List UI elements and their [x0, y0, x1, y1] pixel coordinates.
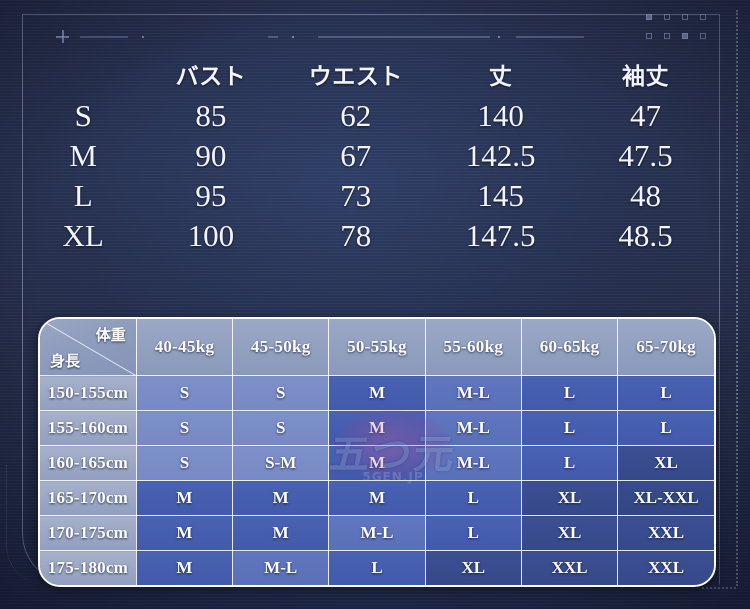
grid-size-cell: XXL	[520, 550, 619, 585]
frame-dashed-right-line	[736, 10, 738, 586]
measurement-header-waist: ウエスト	[308, 64, 403, 90]
measurement-length: 142.5	[465, 138, 536, 173]
grid-corner-cell: 体重 身長	[40, 319, 137, 376]
grid-size-cell: L	[424, 515, 522, 551]
measurement-row: L 95 73 145 48	[28, 176, 718, 216]
grid-row: 165-170cm M M M L XL XL-XXL	[40, 480, 714, 516]
measurement-sleeve: 47.5	[618, 138, 673, 173]
grid-height-row-header: 170-175cm	[40, 515, 137, 551]
measurement-row: XL 100 78 147.5 48.5	[28, 216, 718, 256]
measurement-waist: 73	[340, 178, 372, 213]
grid-size-cell: M	[135, 515, 234, 551]
measurement-row: S 85 62 140 47	[28, 96, 718, 136]
grid-size-cell: S	[135, 410, 234, 446]
grid-size-cell: XXL	[617, 550, 714, 585]
grid-size-cell: M	[232, 480, 330, 516]
grid-size-cell: M-L	[424, 375, 522, 411]
measurement-bust: 100	[187, 218, 235, 253]
grid-weight-column-header: 45-50kg	[232, 319, 330, 376]
measurement-size: S	[74, 98, 92, 133]
measurement-header-row: バスト ウエスト 丈 袖丈	[28, 52, 718, 96]
grid-height-row-header: 160-165cm	[40, 445, 137, 481]
grid-size-cell: XL-XXL	[617, 480, 714, 516]
grid-row: 155-160cm S S M M-L L L	[40, 410, 714, 446]
grid-weight-column-header: 50-55kg	[328, 319, 426, 376]
measurement-header-length: 丈	[488, 64, 513, 90]
grid-size-cell: XL	[617, 445, 714, 481]
crosshair-icon	[56, 30, 69, 43]
grid-size-cell: M	[328, 480, 426, 516]
grid-height-row-header: 155-160cm	[40, 410, 137, 446]
measurement-sleeve: 48	[630, 178, 662, 213]
grid-weight-column-header: 65-70kg	[617, 319, 714, 376]
grid-size-cell: L	[520, 445, 619, 481]
grid-size-cell: S	[135, 445, 234, 481]
grid-size-cell: S	[135, 375, 234, 411]
measurement-table: バスト ウエスト 丈 袖丈 S 85 62 140 47 M 90 67	[28, 52, 718, 256]
grid-size-cell: M	[232, 515, 330, 551]
grid-size-cell: M-L	[232, 550, 330, 585]
measurement-size: M	[69, 138, 97, 173]
measurement-length: 145	[477, 178, 524, 213]
grid-size-cell: M	[135, 550, 234, 585]
grid-size-cell: XL	[424, 550, 522, 585]
grid-height-row-header: 175-180cm	[40, 550, 137, 585]
grid-header-row: 体重 身長 40-45kg 45-50kg 50-55kg 55-60kg 60-65kg 6…	[40, 319, 714, 376]
measurement-size: L	[73, 178, 93, 213]
grid-weight-column-header: 55-60kg	[424, 319, 522, 376]
grid-size-cell: M-L	[424, 410, 522, 446]
grid-size-cell: L	[520, 375, 619, 411]
measurement-header-size	[28, 52, 138, 96]
grid-weight-axis-label: 体重	[95, 326, 126, 344]
grid-row: 160-165cm S S-M M M-L L XL	[40, 445, 714, 481]
grid-size-cell: L	[617, 410, 714, 446]
grid-size-cell: XL	[520, 515, 619, 551]
hud-dotted-line	[80, 36, 610, 38]
grid-size-cell: S	[232, 410, 330, 446]
measurement-waist: 78	[340, 218, 372, 253]
measurement-bust: 95	[195, 178, 227, 213]
grid-row: 150-155cm S S M M-L L L	[40, 375, 714, 411]
measurement-waist: 67	[340, 138, 372, 173]
grid-weight-column-header: 40-45kg	[135, 319, 234, 376]
grid-size-cell: M-L	[328, 515, 426, 551]
grid-weight-column-header: 60-65kg	[520, 319, 619, 376]
grid-size-cell: L	[520, 410, 619, 446]
grid-height-row-header: 165-170cm	[40, 480, 137, 516]
grid-row: 175-180cm M M-L L XL XXL XXL	[40, 550, 714, 585]
grid-size-cell: M-L	[424, 445, 522, 481]
measurement-sleeve: 48.5	[618, 218, 673, 253]
measurement-length: 147.5	[465, 218, 536, 253]
measurement-size: XL	[62, 218, 104, 253]
measurement-bust: 90	[195, 138, 227, 173]
measurement-header-sleeve: 袖丈	[622, 64, 670, 90]
measurement-bust: 85	[195, 98, 227, 133]
grid-height-row-header: 150-155cm	[40, 375, 137, 411]
grid-size-cell: L	[424, 480, 522, 516]
grid-size-cell: XXL	[617, 515, 714, 551]
size-recommendation-grid: 体重 身長 40-45kg 45-50kg 50-55kg 55-60kg 60-65kg 6…	[38, 317, 716, 587]
grid-size-cell: L	[328, 550, 426, 585]
grid-size-cell: M	[328, 410, 426, 446]
grid-size-cell: S-M	[232, 445, 330, 481]
measurement-waist: 62	[340, 98, 372, 133]
frame-dashed-bottom-line	[702, 587, 736, 589]
grid-size-cell: S	[232, 375, 330, 411]
grid-size-cell: XL	[520, 480, 619, 516]
grid-size-cell: M	[135, 480, 234, 516]
measurement-sleeve: 47	[630, 98, 662, 133]
grid-size-cell: M	[328, 445, 426, 481]
measurement-row: M 90 67 142.5 47.5	[28, 136, 718, 176]
grid-height-axis-label: 身長	[50, 352, 81, 370]
grid-size-cell: L	[617, 375, 714, 411]
grid-row: 170-175cm M M M-L L XL XXL	[40, 515, 714, 551]
measurement-length: 140	[477, 98, 524, 133]
grid-size-cell: M	[328, 375, 426, 411]
measurement-header-bust: バスト	[175, 64, 247, 90]
